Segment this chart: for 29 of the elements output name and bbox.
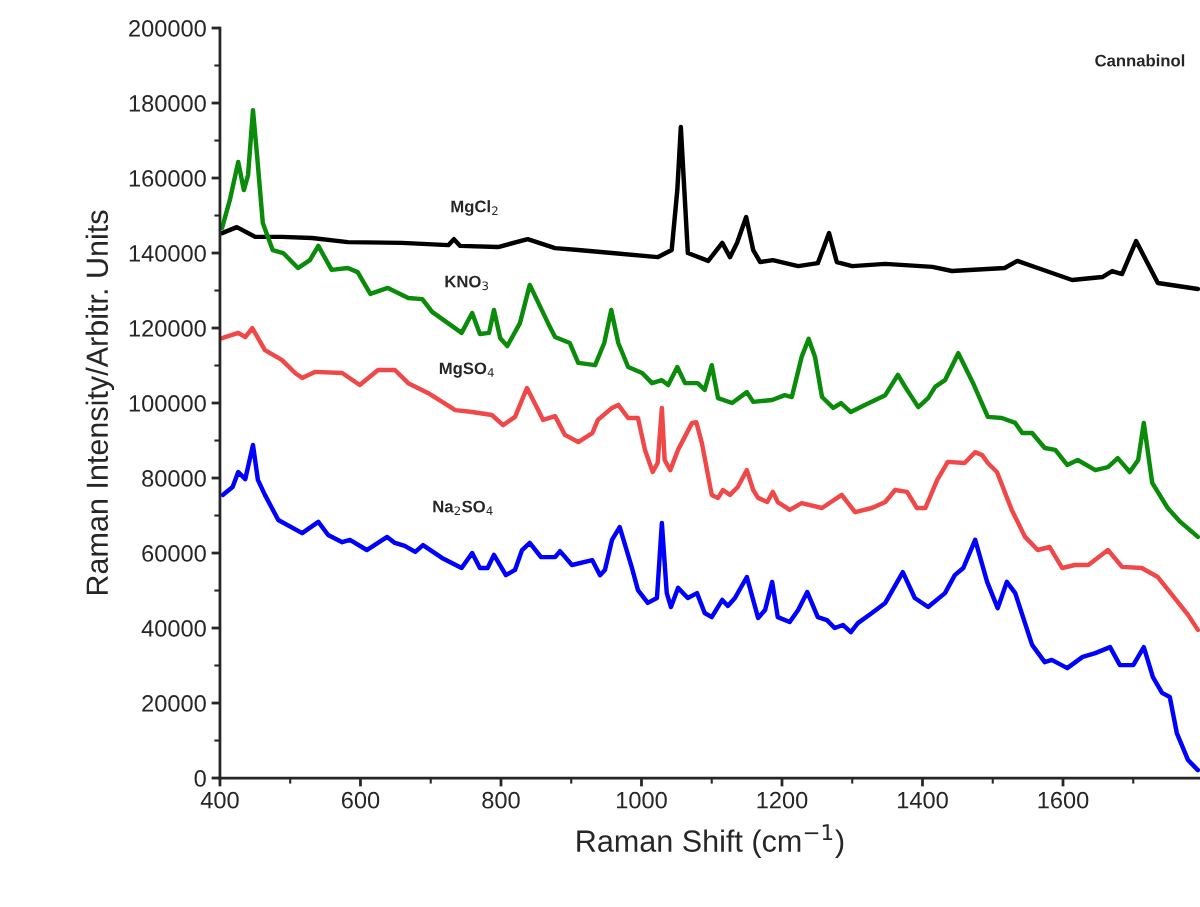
- y-tick-label: 20000: [142, 695, 206, 712]
- series-label: Na$_{2}$SO$_{4}$: [433, 500, 493, 516]
- y-tick-label: 140000: [129, 245, 206, 262]
- y-tick-label: 40000: [141, 620, 206, 637]
- x-tick-label: 1600: [1038, 791, 1089, 809]
- y-tick-label: 120000: [129, 320, 206, 337]
- y-tick-label: 180000: [129, 95, 206, 112]
- x-tick-label: 1200: [757, 791, 808, 809]
- series-label: MgCl$_{2}$: [451, 200, 498, 216]
- y-tick-label: 60000: [142, 545, 206, 562]
- line-series: [219, 325, 1200, 633]
- series-label: MgSO$_{4}$: [439, 362, 494, 378]
- x-tick-label: 1000: [617, 791, 667, 809]
- y-tick-label: 100000: [129, 395, 206, 412]
- x-tick-label: 400: [200, 791, 239, 809]
- x-tick-label: 800: [482, 791, 520, 809]
- y-tick-label: 80000: [142, 470, 206, 487]
- y-tick-label: 0: [194, 770, 206, 787]
- line-series: [219, 107, 1200, 540]
- y-tick-label: 160000: [129, 170, 206, 187]
- y-axis-title: Raman Intensity/Arbitr. Units: [85, 210, 115, 595]
- y-tick-label: 200000: [129, 20, 206, 37]
- x-axis-title: Raman Shift (cm$^{−1}$): [577, 824, 844, 858]
- line-series: [220, 442, 1200, 773]
- x-tick-label: 600: [341, 791, 380, 809]
- line-series: [219, 124, 1200, 292]
- series-label: KNO$_{3}$: [445, 275, 489, 291]
- text: Cannabinol: [1095, 54, 1185, 67]
- x-tick-label: 1400: [898, 791, 948, 809]
